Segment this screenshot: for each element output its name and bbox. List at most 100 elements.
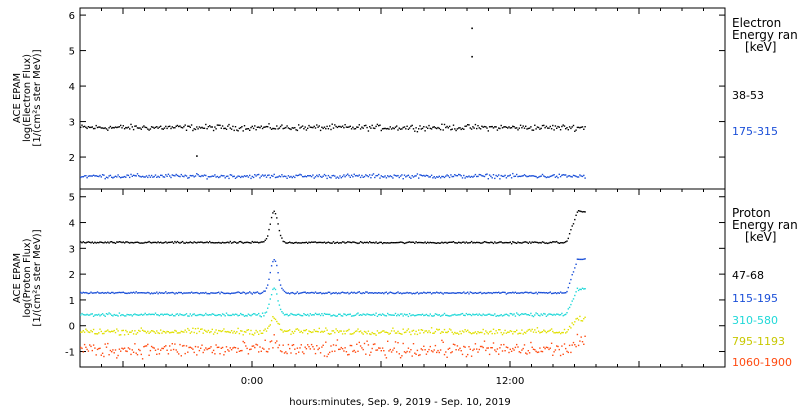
proton-point-310-580	[196, 314, 198, 317]
electron-point-38-53	[183, 125, 185, 128]
proton-point-115-195	[158, 291, 161, 294]
proton-point-47-68	[452, 241, 455, 243]
electron-point-175-315	[580, 175, 582, 177]
electron-point-38-53	[461, 127, 464, 130]
proton-point-1060-1900	[170, 349, 172, 351]
electron-point-175-315	[385, 177, 388, 179]
proton-point-47-68	[196, 242, 198, 244]
proton-point-47-68	[348, 241, 350, 243]
proton-point-115-195	[135, 291, 137, 293]
proton-point-115-195	[305, 292, 308, 294]
proton-point-1060-1900	[227, 349, 229, 351]
proton-point-310-580	[367, 313, 370, 316]
proton-point-1060-1900	[197, 346, 199, 348]
proton-point-310-580	[135, 314, 137, 316]
electron-point-38-53	[393, 127, 395, 130]
electron-point-38-53	[514, 127, 517, 129]
electron-point-175-315	[505, 177, 508, 179]
proton-point-115-195	[421, 292, 424, 294]
electron-point-38-53	[469, 127, 471, 129]
electron-point-38-53	[369, 126, 371, 128]
proton-point-1060-1900	[152, 346, 154, 349]
proton-point-795-1193	[215, 329, 217, 331]
electron-y-tick-label: 2	[69, 153, 75, 164]
proton-point-310-580	[157, 314, 159, 316]
proton-point-47-68	[282, 240, 284, 243]
proton-point-47-68	[359, 241, 362, 243]
electron-point-175-315	[356, 174, 358, 177]
electron-point-175-315	[353, 173, 355, 175]
electron-point-38-53	[153, 127, 155, 129]
electron-point-38-53	[472, 126, 474, 128]
electron-point-175-315	[260, 175, 262, 177]
proton-point-310-580	[572, 298, 575, 300]
proton-point-310-580	[452, 314, 455, 316]
proton-point-310-580	[343, 313, 345, 315]
proton-point-1060-1900	[517, 346, 519, 348]
proton-point-47-68	[123, 242, 126, 244]
proton-point-1060-1900	[369, 354, 371, 356]
proton-point-310-580	[433, 314, 435, 317]
electron-point-175-315	[321, 176, 323, 178]
electron-point-38-53	[157, 127, 159, 129]
electron-point-175-315	[434, 177, 437, 179]
proton-point-795-1193	[221, 330, 224, 332]
proton-point-47-68	[332, 241, 335, 243]
electron-point-175-315	[331, 175, 333, 177]
proton-plot-frame	[79, 188, 726, 368]
proton-point-310-580	[446, 314, 448, 317]
electron-point-38-53	[384, 127, 386, 130]
proton-point-310-580	[179, 313, 181, 315]
proton-point-310-580	[487, 313, 489, 315]
electron-point-175-315	[149, 176, 152, 178]
proton-point-795-1193	[519, 332, 522, 335]
proton-point-310-580	[562, 315, 564, 317]
proton-point-47-68	[202, 242, 204, 244]
proton-point-310-580	[423, 314, 425, 317]
electron-point-175-315	[545, 176, 548, 179]
proton-point-310-580	[472, 313, 474, 315]
proton-point-1060-1900	[278, 344, 281, 346]
proton-point-47-68	[272, 212, 274, 214]
proton-point-115-195	[196, 291, 198, 294]
proton-point-1060-1900	[310, 343, 313, 346]
electron-point-38-53	[487, 130, 489, 132]
proton-point-115-195	[200, 292, 202, 294]
proton-point-795-1193	[299, 331, 301, 333]
proton-point-47-68	[527, 242, 529, 244]
electron-point-175-315	[358, 174, 360, 176]
proton-point-1060-1900	[184, 352, 186, 355]
electron-point-38-53	[230, 128, 233, 130]
proton-point-1060-1900	[237, 347, 239, 350]
proton-point-1060-1900	[536, 351, 539, 354]
proton-point-1060-1900	[516, 343, 518, 346]
proton-point-1060-1900	[114, 349, 117, 351]
proton-point-47-68	[543, 241, 545, 244]
proton-point-47-68	[577, 210, 580, 212]
electron-point-38-53	[450, 129, 452, 131]
proton-point-310-580	[396, 315, 398, 317]
proton-point-115-195	[162, 292, 164, 294]
electron-point-38-53	[558, 126, 560, 128]
electron-point-175-315	[415, 175, 417, 177]
proton-point-1060-1900	[194, 345, 197, 348]
proton-point-115-195	[481, 292, 483, 295]
proton-point-115-195	[114, 292, 117, 294]
proton-point-47-68	[134, 241, 136, 244]
electron-point-175-315	[207, 176, 210, 178]
electron-point-38-53	[154, 126, 157, 129]
proton-point-1060-1900	[467, 353, 469, 356]
proton-point-115-195	[141, 292, 144, 294]
proton-point-310-580	[286, 313, 288, 316]
proton-y-tick-label: 5	[69, 193, 75, 204]
proton-point-47-68	[476, 241, 478, 244]
electron-point-38-53	[500, 124, 502, 127]
electron-point-175-315	[514, 175, 517, 177]
proton-point-310-580	[150, 313, 153, 316]
electron-point-38-53	[114, 126, 117, 128]
proton-point-115-195	[86, 292, 88, 294]
electron-point-175-315	[383, 176, 385, 178]
electron-point-38-53	[478, 127, 480, 129]
electron-point-38-53	[202, 127, 204, 129]
proton-point-1060-1900	[187, 351, 189, 353]
